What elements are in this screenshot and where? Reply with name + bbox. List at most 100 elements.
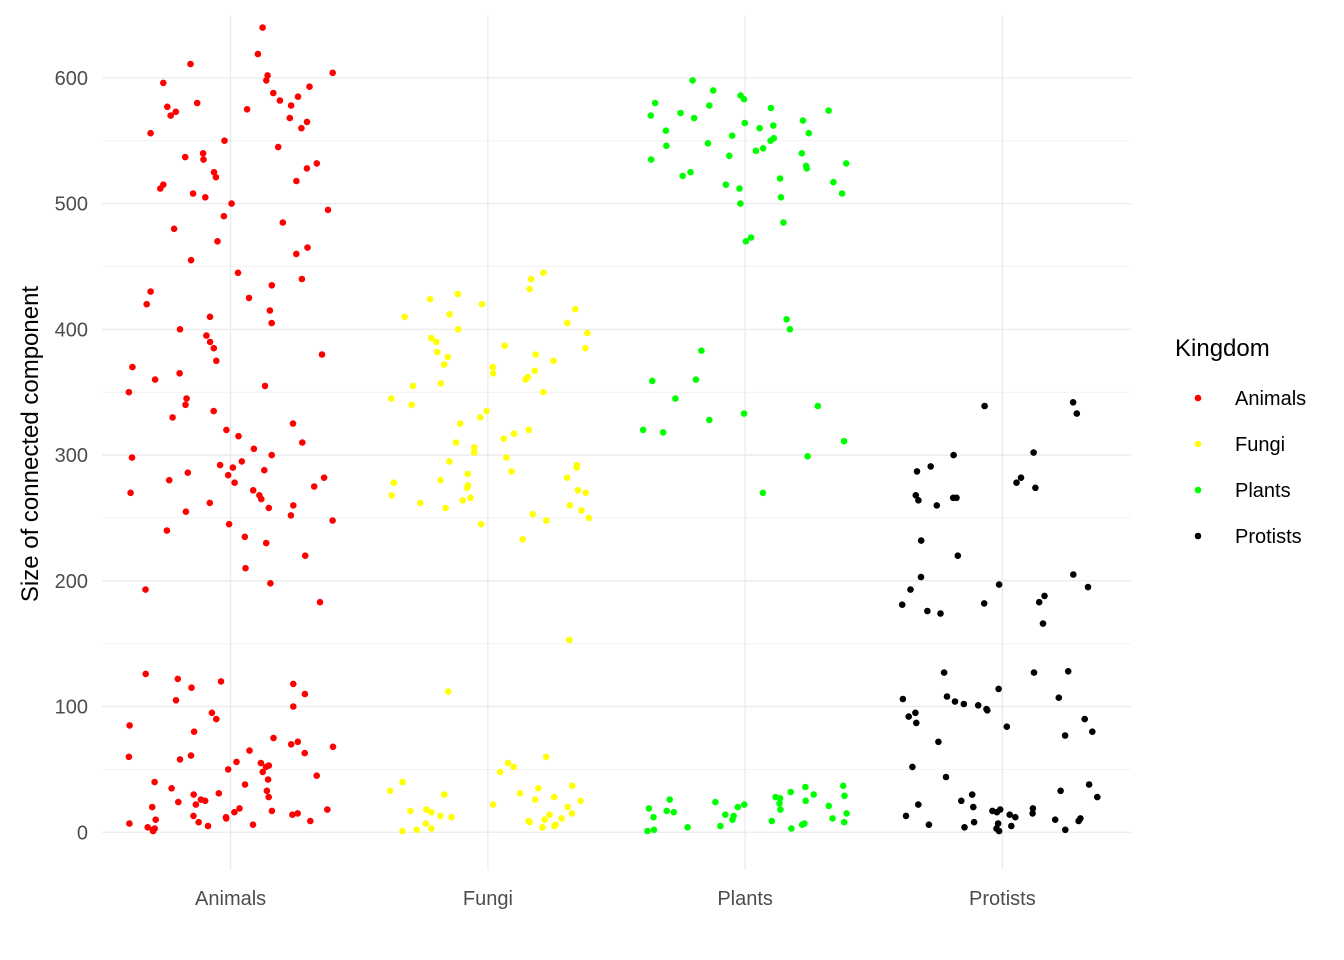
data-point <box>898 601 906 608</box>
data-point <box>839 782 847 790</box>
data-point <box>798 150 806 157</box>
data-point <box>224 471 232 479</box>
data-point <box>276 97 284 104</box>
data-point <box>249 821 257 828</box>
data-point <box>243 106 251 113</box>
data-point <box>980 600 988 607</box>
data-point <box>519 536 526 543</box>
data-point <box>810 791 817 798</box>
data-point <box>736 185 743 192</box>
data-point <box>829 815 836 822</box>
data-point <box>1029 810 1036 817</box>
data-point <box>175 798 182 806</box>
legend-entries: Animals Fungi Plants Protists <box>1194 388 1306 548</box>
data-point <box>995 685 1002 693</box>
data-point <box>437 380 445 387</box>
data-point <box>540 388 547 396</box>
data-point <box>913 719 920 727</box>
data-point <box>726 152 733 160</box>
data-point <box>752 147 760 155</box>
data-point <box>129 363 136 371</box>
legend: Kingdom Animals Fungi Plants Protists <box>1175 335 1306 548</box>
data-point <box>147 129 154 137</box>
data-point <box>527 275 535 283</box>
data-point <box>1039 620 1047 627</box>
data-point <box>182 401 189 409</box>
y-tick-label: 100 <box>55 697 88 719</box>
data-point <box>535 785 542 792</box>
data-point <box>542 753 550 761</box>
data-point <box>1006 811 1013 818</box>
data-point <box>830 178 837 186</box>
data-points <box>125 24 1101 835</box>
data-point <box>525 426 532 434</box>
data-point <box>500 435 508 443</box>
data-point <box>477 520 485 528</box>
data-point <box>1013 479 1020 487</box>
data-point <box>202 194 209 201</box>
data-point <box>417 499 424 507</box>
legend-title: Kingdom <box>1175 335 1270 362</box>
data-point <box>776 175 784 182</box>
data-point <box>777 194 785 201</box>
data-point <box>717 822 724 830</box>
data-point <box>558 815 565 822</box>
data-point <box>204 822 212 830</box>
data-point <box>125 753 133 761</box>
data-point <box>313 772 321 779</box>
data-point <box>531 367 538 375</box>
data-point <box>437 476 444 484</box>
data-point <box>254 50 262 58</box>
data-point <box>489 363 497 371</box>
data-point <box>298 275 306 283</box>
data-point <box>149 827 157 835</box>
data-point <box>287 102 295 109</box>
data-point <box>268 319 276 327</box>
data-point <box>208 709 216 717</box>
data-point <box>184 469 192 477</box>
data-point <box>526 818 533 826</box>
data-point <box>148 803 156 811</box>
data-point <box>446 311 453 318</box>
data-point <box>268 282 276 289</box>
data-point <box>245 294 253 302</box>
data-point <box>183 395 190 402</box>
legend-label: Fungi <box>1235 434 1285 456</box>
data-point <box>529 510 536 518</box>
data-point <box>915 801 922 808</box>
data-point <box>740 95 748 103</box>
data-point <box>970 803 977 811</box>
data-point <box>677 109 684 117</box>
data-point <box>274 143 282 151</box>
data-point <box>246 747 253 754</box>
major-gridlines <box>102 15 1131 870</box>
data-point <box>426 295 434 303</box>
data-point <box>960 700 968 708</box>
data-point <box>950 451 957 459</box>
data-point <box>915 497 922 504</box>
data-point <box>259 768 267 776</box>
data-point <box>172 108 180 116</box>
data-point <box>786 326 794 333</box>
data-point <box>437 812 444 820</box>
data-point <box>503 454 510 461</box>
data-point <box>264 776 272 783</box>
x-tick-label: Fungi <box>463 888 513 910</box>
legend-key <box>1194 394 1202 402</box>
data-point <box>935 738 942 746</box>
data-point <box>737 200 744 207</box>
data-point <box>776 795 784 802</box>
data-point <box>804 453 811 460</box>
data-point <box>909 763 916 771</box>
data-point <box>407 807 414 815</box>
data-point <box>841 792 848 800</box>
y-tick-label: 0 <box>77 822 88 844</box>
data-point <box>446 458 453 465</box>
data-point <box>206 338 214 346</box>
x-tick-label: Plants <box>717 888 773 910</box>
data-point <box>1055 694 1063 701</box>
data-point <box>1032 484 1039 492</box>
legend-key <box>1194 440 1202 448</box>
data-point <box>307 817 314 825</box>
data-point <box>329 517 336 524</box>
